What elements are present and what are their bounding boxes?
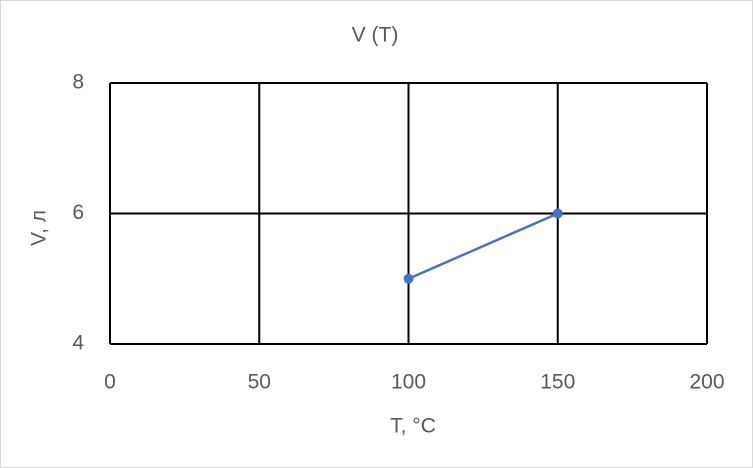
x-tick-label: 100	[391, 371, 426, 394]
x-tick-label: 0	[104, 371, 116, 394]
y-tick-label: 6	[72, 201, 84, 224]
y-tick-label: 4	[72, 332, 84, 355]
x-axis-label: T, °C	[390, 415, 436, 438]
data-point	[552, 208, 563, 219]
chart-title: V (T)	[352, 24, 399, 47]
x-tick-label: 150	[540, 371, 575, 394]
data-point	[403, 273, 414, 284]
x-tick-label: 200	[689, 371, 724, 394]
y-axis-label: V, л	[28, 210, 51, 246]
series-line	[407, 212, 559, 280]
y-tick-label: 8	[72, 71, 84, 94]
x-tick-label: 50	[248, 371, 271, 394]
